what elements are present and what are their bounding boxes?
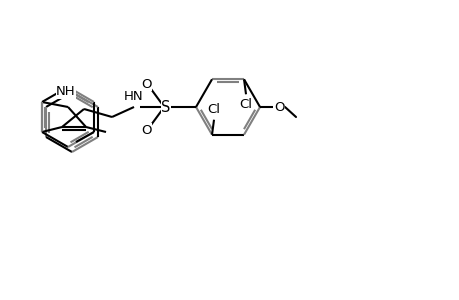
Text: S: S xyxy=(161,100,170,115)
Text: HN: HN xyxy=(124,90,144,103)
Text: NH: NH xyxy=(56,85,76,98)
Text: Cl: Cl xyxy=(239,98,252,111)
Text: O: O xyxy=(273,100,284,113)
Text: O: O xyxy=(140,77,151,91)
Text: Cl: Cl xyxy=(207,103,220,116)
Text: O: O xyxy=(140,124,151,136)
